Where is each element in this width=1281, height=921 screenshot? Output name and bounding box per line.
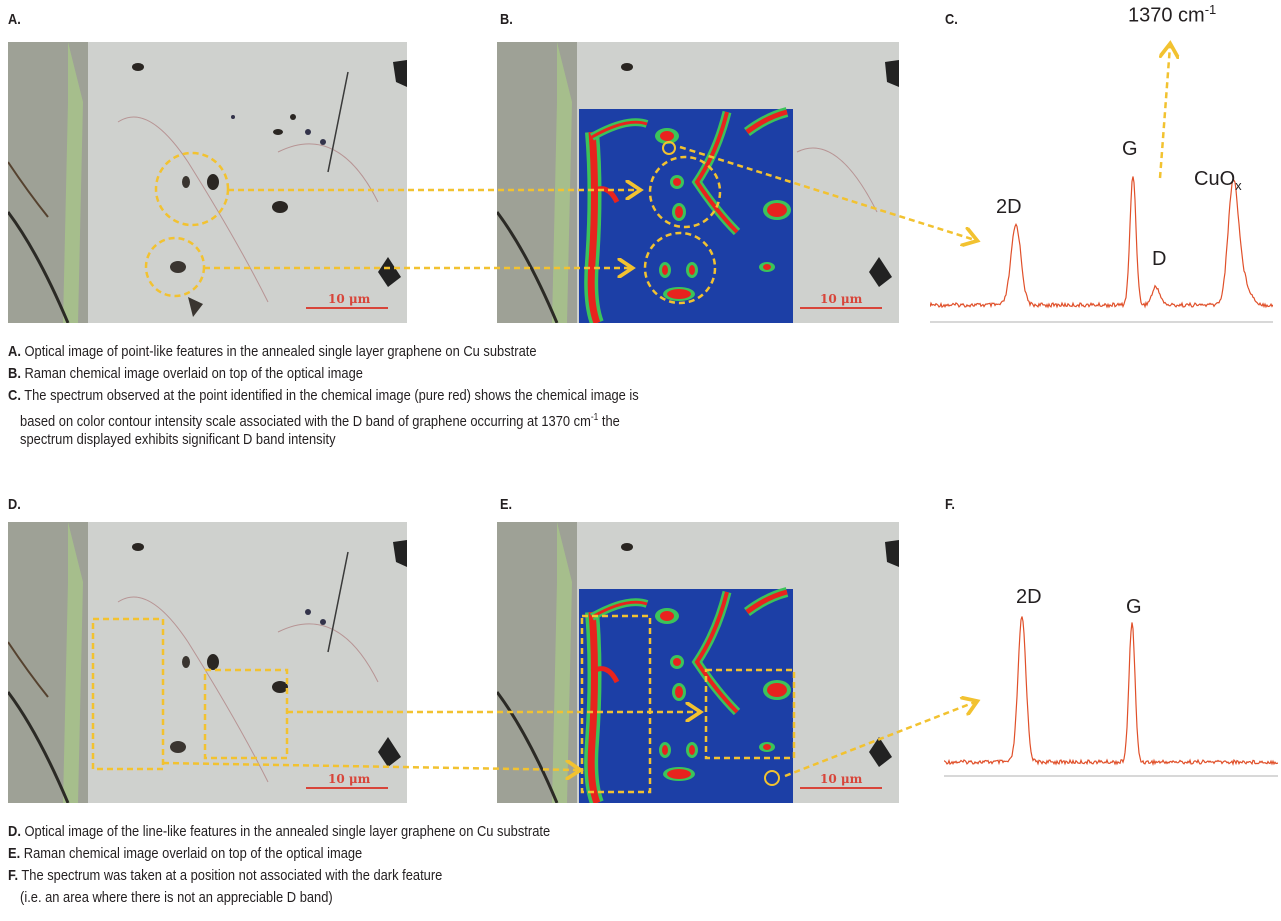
caption-a: A. Optical image of point-like features … [8, 342, 536, 362]
optical-micrograph-e [497, 522, 899, 803]
optical-micrograph-b [497, 42, 899, 323]
scale-bar-d [306, 787, 388, 789]
caption-text-d: Optical image of the line-like features … [20, 823, 551, 840]
wavenumber-value: 1370 cm [1128, 4, 1205, 27]
caption-text-b: Raman chemical image overlaid on top of … [20, 365, 363, 382]
peak-label-g-c: G [1122, 138, 1138, 160]
caption-text-e: Raman chemical image overlaid on top of … [20, 845, 363, 862]
wavenumber-sup: -1 [1204, 2, 1217, 17]
optical-image-a: 10 μm [8, 42, 407, 323]
raman-overlay-e: 10 μm [497, 522, 899, 803]
caption-c-line2-tail: the [598, 413, 620, 430]
caption-key-c: C. [8, 387, 21, 404]
panel-label-c: C. [945, 11, 958, 28]
panel-label-e: E. [500, 496, 513, 513]
caption-c-line3: spectrum displayed exhibits significant … [20, 431, 336, 448]
caption-key-f: F. [8, 867, 19, 884]
caption-c-line2-sup: -1 [590, 412, 599, 423]
peak-label-d-c: D [1152, 248, 1167, 270]
peak-label-2d-c: 2D [996, 196, 1022, 218]
caption-c: C. The spectrum observed at the point id… [8, 386, 639, 406]
caption-f-line2: (i.e. an area where there is not an appr… [20, 889, 333, 906]
caption-text-a: Optical image of point-like features in … [20, 343, 537, 360]
spectrum-line-f [944, 616, 1278, 767]
scale-text-d: 10 μm [328, 772, 371, 786]
peak-label-g-f: G [1126, 596, 1142, 618]
caption-key-a: A. [8, 343, 21, 360]
raman-spectrum-f [944, 616, 1278, 777]
panel-label-d: D. [8, 496, 21, 513]
raman-spectrum-c [930, 176, 1273, 323]
scale-bar-b [800, 307, 882, 309]
optical-micrograph-a [8, 42, 407, 323]
caption-c-line2-text: based on color contour intensity scale a… [20, 413, 591, 430]
caption-b: B. Raman chemical image overlaid on top … [8, 364, 363, 384]
caption-c-line2: based on color contour intensity scale a… [8, 408, 620, 432]
optical-image-d: 10 μm [8, 522, 407, 803]
cuox-sub: x [1235, 178, 1242, 193]
caption-text-c: The spectrum observed at the point ident… [20, 387, 639, 404]
panel-label-f: F. [945, 496, 955, 513]
wavenumber-label: 1370 cm-1 [1128, 2, 1216, 28]
panel-label-a: A. [8, 11, 21, 28]
peak-label-2d-f: 2D [1016, 586, 1042, 608]
cuox-base: CuO [1194, 168, 1236, 190]
caption-f: F. The spectrum was taken at a position … [8, 866, 442, 886]
caption-key-d: D. [8, 823, 21, 840]
caption-e: E. Raman chemical image overlaid on top … [8, 844, 362, 864]
raman-overlay-b: 10 μm [497, 42, 899, 323]
spectrum-line-c [930, 176, 1273, 309]
scale-bar-a [306, 307, 388, 309]
caption-text-f: The spectrum was taken at a position not… [18, 867, 443, 884]
scale-bar-e [800, 787, 882, 789]
scale-text-b: 10 μm [820, 292, 863, 306]
caption-key-b: B. [8, 365, 21, 382]
scale-text-a: 10 μm [328, 292, 371, 306]
optical-micrograph-d [8, 522, 407, 803]
scale-text-e: 10 μm [820, 772, 863, 786]
peak-label-cuox-c: CuOx [1194, 168, 1242, 193]
caption-key-e: E. [8, 845, 21, 862]
caption-d: D. Optical image of the line-like featur… [8, 822, 550, 842]
panel-label-b: B. [500, 11, 513, 28]
